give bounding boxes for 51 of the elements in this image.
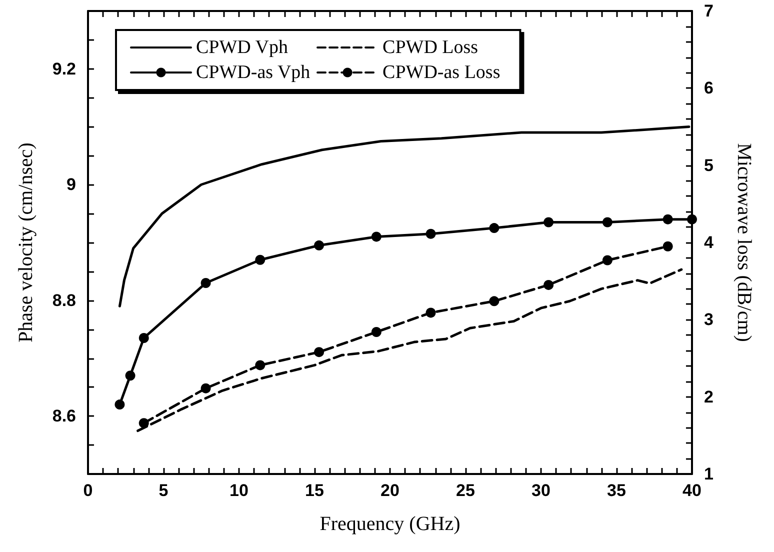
legend-label: CPWD Loss <box>382 37 478 58</box>
x-tick-label: 0 <box>83 481 93 500</box>
point <box>687 214 697 224</box>
y-tick-label: 9 <box>66 175 76 194</box>
point <box>200 383 211 394</box>
point <box>314 347 324 358</box>
y2-tick-label: 6 <box>704 78 714 98</box>
point <box>138 418 149 428</box>
y-tick-label: 9.2 <box>52 59 76 78</box>
y2-tick-label: 1 <box>704 464 714 484</box>
point <box>489 223 500 234</box>
y-tick-label: 8.8 <box>52 290 76 310</box>
point <box>662 241 673 252</box>
point <box>426 308 436 318</box>
point <box>255 360 266 370</box>
x-tick-label: 30 <box>532 481 550 500</box>
legend-label: CPWD-as Vph <box>196 62 311 83</box>
point <box>602 255 612 266</box>
x-tick-label: 10 <box>230 481 248 500</box>
x-tick-label: 15 <box>305 481 324 500</box>
legend-label: CPWD Vph <box>196 37 289 58</box>
point <box>544 280 554 290</box>
x-tick-label: 25 <box>456 481 475 500</box>
point <box>255 254 266 265</box>
y2-tick-label: 5 <box>704 156 714 175</box>
point <box>662 214 673 224</box>
line-series <box>136 268 683 432</box>
point <box>489 296 500 306</box>
x-axis-title: Frequency (GHz) <box>320 513 460 535</box>
x-tick-label: 20 <box>380 481 400 500</box>
y2-tick-label: 4 <box>704 233 714 252</box>
y-tick-label: 8.6 <box>52 406 76 426</box>
point <box>371 327 382 338</box>
y-axis-title: Phase velocity (cm/nsec) <box>15 142 37 342</box>
legend-label: CPWD-as Loss <box>382 62 500 83</box>
x-tick-label: 35 <box>607 481 626 500</box>
point <box>544 217 554 228</box>
y2-tick-label: 7 <box>704 2 714 20</box>
y2-tick-label: 2 <box>704 387 714 406</box>
x-tick-label: 40 <box>682 481 702 500</box>
y2-axis-title: Microwave loss (dB/cm) <box>733 143 755 342</box>
y2-tick-label: 3 <box>704 310 714 330</box>
point <box>125 370 136 381</box>
point <box>426 228 436 239</box>
point <box>138 332 149 343</box>
point <box>371 232 382 242</box>
point <box>602 217 612 228</box>
point <box>200 278 211 288</box>
point <box>314 240 324 250</box>
x-tick-label: 5 <box>158 481 168 500</box>
point <box>114 400 125 410</box>
